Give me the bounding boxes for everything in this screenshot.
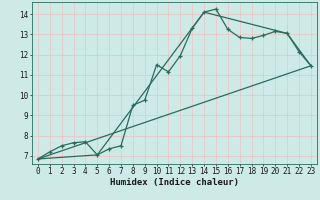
X-axis label: Humidex (Indice chaleur): Humidex (Indice chaleur) — [110, 178, 239, 187]
